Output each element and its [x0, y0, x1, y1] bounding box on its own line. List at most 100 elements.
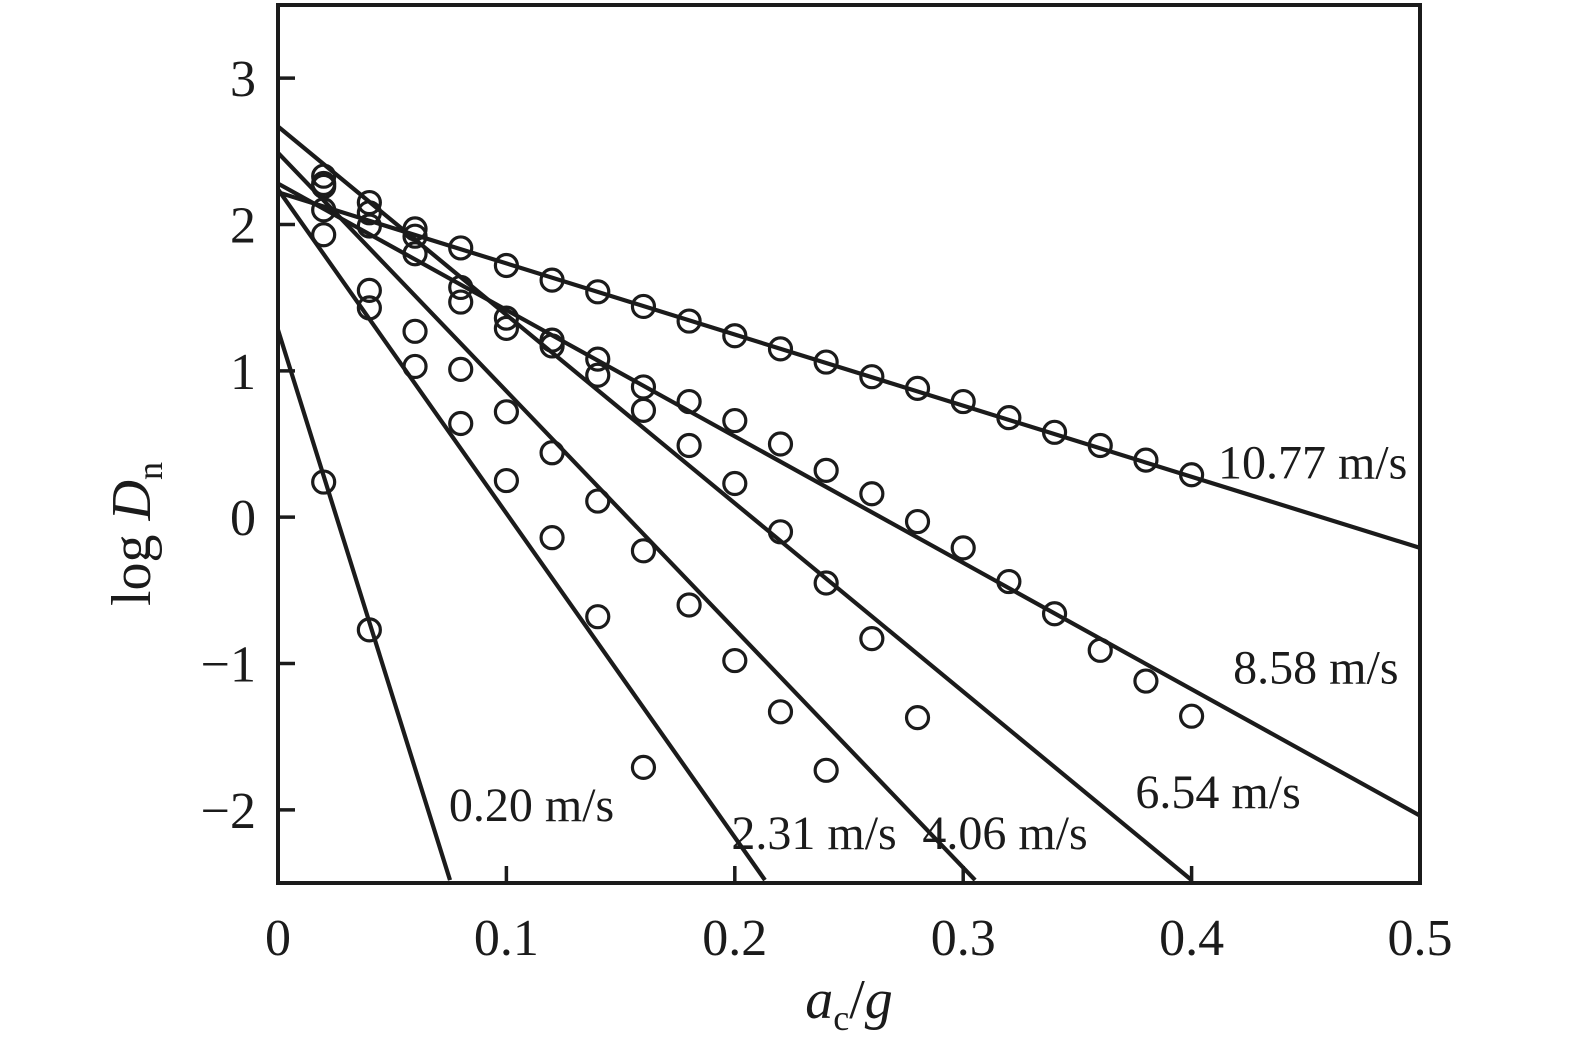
data-point	[402, 223, 428, 249]
x-tick-label: 0.5	[1388, 910, 1453, 967]
series-label: 4.06 m/s	[922, 807, 1087, 860]
data-point	[813, 757, 839, 783]
data-point	[676, 592, 702, 618]
data-point	[767, 519, 794, 545]
fit-line-0.20	[275, 329, 452, 881]
data-point	[996, 405, 1022, 431]
data-point	[448, 235, 474, 261]
series-label: 6.54 m/s	[1135, 766, 1300, 819]
data-point	[585, 346, 611, 372]
y-axis-title: log Dn	[101, 462, 170, 606]
data-point	[539, 525, 565, 551]
data-point	[767, 336, 794, 362]
series-label: 0.20 m/s	[449, 779, 614, 832]
data-point	[311, 163, 337, 189]
x-tick-label: 0.3	[931, 910, 996, 967]
data-point	[1087, 637, 1113, 663]
data-point	[859, 481, 885, 507]
data-point	[311, 222, 337, 248]
data-point	[859, 364, 885, 390]
data-point	[813, 349, 839, 375]
plot-frame	[276, 3, 1422, 885]
data-point	[402, 216, 428, 242]
data-point	[539, 327, 565, 353]
series-label: 8.58 m/s	[1233, 641, 1398, 694]
y-tick-label: 2	[230, 198, 256, 255]
series-label: 10.77 m/s	[1218, 437, 1407, 490]
fit-line-6.54	[276, 124, 1193, 882]
data-point	[1133, 668, 1159, 694]
data-point	[493, 252, 519, 279]
data-point	[356, 213, 382, 239]
data-point	[311, 170, 337, 197]
data-point	[1178, 703, 1205, 729]
data-point	[539, 267, 565, 293]
data-point	[311, 197, 337, 223]
data-point	[722, 407, 748, 434]
data-point	[402, 241, 428, 267]
data-point	[493, 305, 519, 331]
series-label: 2.31 m/s	[731, 807, 896, 860]
y-tick-label: 3	[230, 51, 256, 108]
data-point	[950, 535, 976, 561]
data-point	[722, 470, 748, 497]
data-point	[859, 626, 885, 652]
data-point	[676, 432, 702, 459]
data-point	[767, 431, 794, 457]
data-point	[904, 705, 931, 731]
y-tick-label: −2	[201, 783, 256, 840]
data-point	[676, 308, 702, 334]
data-point	[493, 467, 519, 494]
fit-line-10.77	[277, 190, 1421, 550]
data-point	[1041, 419, 1068, 445]
data-point	[813, 570, 839, 596]
data-point	[722, 647, 748, 674]
x-tick-label: 0.4	[1159, 910, 1224, 967]
data-point	[402, 318, 428, 344]
y-tick-label: 1	[230, 344, 256, 401]
data-point	[630, 538, 657, 564]
data-point	[402, 353, 428, 380]
data-point	[448, 274, 474, 301]
data-point	[356, 277, 382, 303]
data-point	[356, 200, 382, 226]
data-point	[904, 375, 931, 401]
data-point	[356, 295, 382, 321]
x-tick-label: 0	[265, 910, 291, 967]
data-point	[311, 469, 337, 495]
data-point	[585, 279, 611, 305]
data-point	[904, 508, 931, 535]
y-tick-label: 0	[230, 490, 256, 547]
data-point	[950, 388, 976, 415]
data-point	[813, 457, 839, 483]
data-point	[493, 315, 519, 341]
data-point	[996, 568, 1022, 595]
x-tick-label: 0.1	[474, 910, 539, 967]
data-point	[539, 440, 565, 466]
data-point	[448, 410, 474, 437]
data-point	[1041, 601, 1068, 627]
data-point	[493, 399, 519, 425]
x-axis-title: ac/g	[805, 969, 893, 1038]
fit-line-4.06	[276, 151, 977, 882]
data-point	[585, 604, 611, 630]
data-point	[676, 388, 702, 415]
data-point	[1178, 462, 1205, 488]
data-point	[722, 323, 748, 349]
data-point	[356, 617, 382, 643]
x-tick-label: 0.2	[702, 910, 767, 967]
data-point	[448, 289, 474, 315]
data-point	[1133, 447, 1159, 473]
data-point	[585, 488, 611, 514]
data-point	[630, 754, 657, 780]
data-point	[630, 293, 657, 320]
fit-line-8.58	[276, 181, 1422, 818]
data-point	[767, 699, 794, 725]
data-point	[1087, 432, 1113, 459]
data-point	[448, 356, 474, 382]
y-tick-label: −1	[201, 637, 256, 694]
data-point	[585, 362, 611, 388]
